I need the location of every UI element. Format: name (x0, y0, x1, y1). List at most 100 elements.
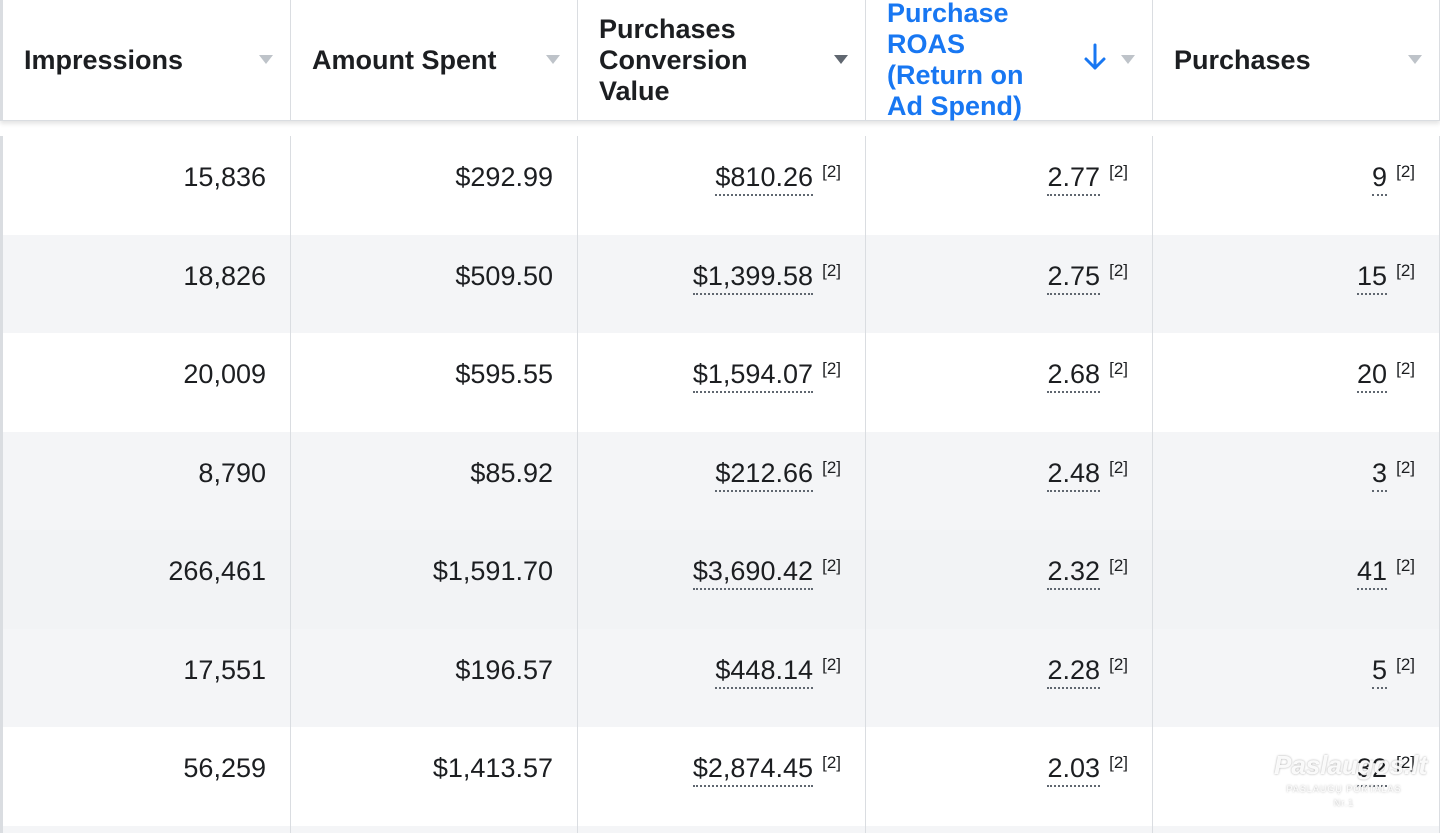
purchases-link[interactable]: 5 (1371, 655, 1387, 689)
table-row: 8,790 $85.92 $212.66 [2] 2.48 [2] 3 [2] (0, 431, 1440, 530)
conversion-value-cell: $3,690.42 [2] (578, 530, 866, 629)
footnote-marker[interactable]: [2] (1109, 359, 1128, 378)
impressions-cell: 56,259 (0, 727, 291, 826)
column-header-purchases[interactable]: Purchases (1153, 0, 1440, 120)
amount-spent-cell: $1,591.70 (291, 530, 578, 629)
column-header-conversion-value[interactable]: Purchases Conversion Value (578, 0, 866, 120)
conversion-value-link[interactable]: $212.66 (715, 458, 813, 492)
conversion-value-link[interactable]: $1,399.58 (692, 261, 813, 295)
column-header-purchase-roas[interactable]: Purchase ROAS (Return on Ad Spend) (866, 0, 1153, 121)
footnote-marker[interactable]: [2] (1109, 457, 1128, 477)
impressions-cell: 266,461 (0, 530, 291, 629)
row-sliver-cell (0, 825, 291, 833)
footnote-marker[interactable]: [2] (1396, 359, 1415, 378)
dropdown-caret-icon[interactable] (546, 55, 560, 64)
conversion-value-link[interactable]: $810.26 (715, 162, 813, 196)
table-row: 20,009 $595.55 $1,594.07 [2] 2.68 [2] 20 [2… (0, 333, 1440, 432)
footnote-marker[interactable]: [2] (1109, 556, 1128, 575)
conversion-value-link[interactable]: $3,690.42 (692, 556, 813, 590)
purchases-link[interactable]: 9 (1371, 162, 1387, 196)
dropdown-caret-icon[interactable] (1121, 55, 1135, 64)
purchases-cell: 9 [2] (1153, 136, 1440, 235)
column-header-label: Impressions (24, 44, 184, 75)
roas-cell: 2.28 [2] (866, 628, 1153, 727)
purchases-link[interactable]: 41 (1356, 556, 1387, 590)
impressions-cell: 20,009 (0, 333, 291, 432)
conversion-value-link[interactable]: $448.14 (715, 655, 813, 689)
footnote-marker[interactable]: [2] (1109, 654, 1128, 674)
purchases-cell: 3 [2] (1153, 431, 1440, 530)
conversion-value-cell: $2,874.45 [2] (578, 727, 866, 826)
table-row: 18,826 $509.50 $1,399.58 [2] 2.75 [2] 15 [2… (0, 234, 1440, 333)
purchases-link[interactable]: 3 (1371, 458, 1387, 492)
roas-link[interactable]: 2.32 (1047, 556, 1100, 590)
impressions-cell: 18,826 (0, 234, 291, 333)
roas-cell: 2.77 [2] (866, 136, 1153, 235)
column-header-label: Purchases Conversion Value (599, 13, 748, 106)
impressions-cell: 17,551 (0, 628, 291, 727)
watermark-brand: Paslaugos.lt (1274, 750, 1428, 780)
roas-cell: 2.32 [2] (866, 530, 1153, 629)
row-sliver-cell (291, 825, 578, 833)
impressions-cell: 8,790 (0, 431, 291, 530)
footnote-marker[interactable]: [2] (1109, 162, 1128, 181)
purchases-link[interactable]: 20 (1356, 359, 1387, 393)
footnote-marker[interactable]: [2] (822, 359, 841, 378)
sort-descending-arrow-icon[interactable] (1082, 42, 1108, 72)
conversion-value-link[interactable]: $1,594.07 (692, 359, 813, 393)
column-header-label: Purchase ROAS (Return on Ad Spend) (887, 0, 1024, 121)
column-header-label: Amount Spent (312, 44, 497, 75)
column-header-impressions[interactable]: Impressions (0, 0, 291, 120)
amount-spent-cell: $1,413.57 (291, 727, 578, 826)
purchases-cell: 15 [2] (1153, 234, 1440, 333)
roas-cell: 2.68 [2] (866, 333, 1153, 432)
footnote-marker[interactable]: [2] (822, 654, 841, 674)
footnote-marker[interactable]: [2] (1396, 260, 1415, 280)
conversion-value-cell: $1,399.58 [2] (578, 234, 866, 333)
footnote-marker[interactable]: [2] (822, 162, 841, 181)
purchases-cell: 41 [2] (1153, 530, 1440, 629)
amount-spent-cell: $595.55 (291, 333, 578, 432)
roas-cell: 2.03 [2] (866, 727, 1153, 826)
roas-cell: 2.48 [2] (866, 431, 1153, 530)
footnote-marker[interactable]: [2] (822, 753, 841, 772)
roas-link[interactable]: 2.48 (1047, 458, 1100, 492)
roas-link[interactable]: 2.77 (1047, 162, 1100, 196)
watermark-logo: Paslaugos.lt PASLAUGŲ PORTALAS Nr.1 (1274, 750, 1428, 811)
table-header: Impressions Amount Spent Purchases Conve… (0, 0, 1440, 121)
footnote-marker[interactable]: [2] (822, 457, 841, 477)
column-header-label: Purchases (1174, 44, 1311, 75)
roas-link[interactable]: 2.75 (1047, 261, 1100, 295)
footnote-marker[interactable]: [2] (1396, 457, 1415, 477)
conversion-value-cell: $1,594.07 [2] (578, 333, 866, 432)
footnote-marker[interactable]: [2] (1396, 162, 1415, 181)
table-row: 15,836 $292.99 $810.26 [2] 2.77 [2] 9 [2] (0, 136, 1440, 235)
purchases-cell: 5 [2] (1153, 628, 1440, 727)
purchases-link[interactable]: 15 (1356, 261, 1387, 295)
roas-link[interactable]: 2.03 (1047, 753, 1100, 787)
amount-spent-cell: $85.92 (291, 431, 578, 530)
row-sliver-cell (578, 825, 866, 833)
footnote-marker[interactable]: [2] (1396, 556, 1415, 575)
roas-cell: 2.75 [2] (866, 234, 1153, 333)
table-row: 17,551 $196.57 $448.14 [2] 2.28 [2] 5 [2] (0, 628, 1440, 727)
amount-spent-cell: $292.99 (291, 136, 578, 235)
conversion-value-link[interactable]: $2,874.45 (692, 753, 813, 787)
watermark-tagline: PASLAUGŲ PORTALAS Nr.1 (1274, 781, 1414, 811)
row-sliver-cell (866, 825, 1153, 833)
dropdown-caret-icon[interactable] (259, 55, 273, 64)
dropdown-caret-icon[interactable] (1408, 55, 1422, 64)
footnote-marker[interactable]: [2] (1396, 753, 1415, 772)
roas-link[interactable]: 2.28 (1047, 655, 1100, 689)
footnote-marker[interactable]: [2] (822, 556, 841, 575)
dropdown-caret-icon[interactable] (834, 55, 848, 64)
table-row: 266,461 $1,591.70 $3,690.42 [2] 2.32 [2] 4… (0, 530, 1440, 629)
footnote-marker[interactable]: [2] (1109, 260, 1128, 280)
footnote-marker[interactable]: [2] (1109, 753, 1128, 772)
footnote-marker[interactable]: [2] (1396, 654, 1415, 674)
roas-link[interactable]: 2.68 (1047, 359, 1100, 393)
column-header-amount-spent[interactable]: Amount Spent (291, 0, 578, 120)
footnote-marker[interactable]: [2] (822, 260, 841, 280)
purchases-link[interactable]: 32 (1356, 753, 1387, 787)
